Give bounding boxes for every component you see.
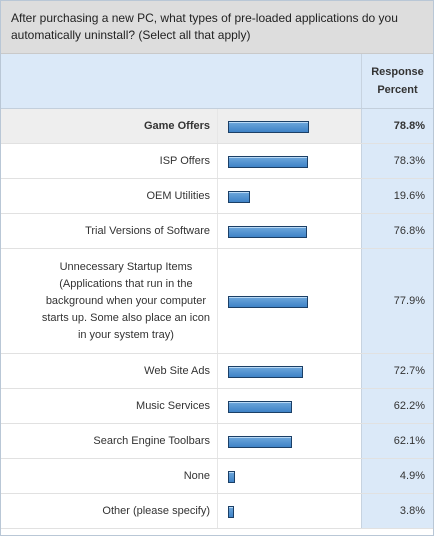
category-label-line: OEM Utilities bbox=[146, 189, 210, 202]
bar-cell bbox=[217, 354, 361, 388]
bar bbox=[228, 121, 309, 133]
bar bbox=[228, 191, 250, 203]
bar-cell bbox=[217, 179, 361, 213]
category-label-line: in your system tray) bbox=[77, 328, 174, 341]
response-percent-header: Response Percent bbox=[362, 54, 433, 108]
percent-value: 72.7% bbox=[361, 354, 433, 388]
bar-cell bbox=[217, 144, 361, 178]
percent-value: 78.3% bbox=[361, 144, 433, 178]
category-label: ISP Offers bbox=[1, 144, 217, 178]
bar bbox=[228, 506, 234, 518]
category-label-line: Trial Versions of Software bbox=[85, 224, 210, 237]
table-row: Music Services 62.2% bbox=[1, 389, 433, 424]
category-label: Unnecessary Startup Items (Applications t… bbox=[1, 249, 217, 353]
bar-cell bbox=[217, 109, 361, 143]
category-label-line: Unnecessary Startup Items bbox=[59, 260, 193, 273]
bar-cell bbox=[217, 214, 361, 248]
table-row: Trial Versions of Software 76.8% bbox=[1, 214, 433, 249]
category-label-line: Game Offers bbox=[143, 119, 210, 132]
bar-cell bbox=[217, 424, 361, 458]
percent-value: 19.6% bbox=[361, 179, 433, 213]
percent-value: 62.1% bbox=[361, 424, 433, 458]
bar bbox=[228, 401, 292, 413]
question-title: After purchasing a new PC, what types of… bbox=[1, 1, 433, 54]
percent-value: 78.8% bbox=[361, 109, 433, 143]
category-label: Search Engine Toolbars bbox=[1, 424, 217, 458]
category-label: None bbox=[1, 459, 217, 493]
bar-cell bbox=[217, 249, 361, 353]
category-label-line: (Applications that run in the bbox=[59, 277, 193, 290]
bar-cell bbox=[217, 494, 361, 528]
table-header: Response Percent bbox=[1, 54, 433, 109]
header-divider bbox=[361, 54, 362, 108]
response-percent-header-line1: Response bbox=[371, 66, 424, 78]
bar-cell bbox=[217, 389, 361, 423]
category-label: Web Site Ads bbox=[1, 354, 217, 388]
category-label: Other (please specify) bbox=[1, 494, 217, 528]
category-label-line: ISP Offers bbox=[159, 154, 210, 167]
table-row: OEM Utilities 19.6% bbox=[1, 179, 433, 214]
bar bbox=[228, 366, 303, 378]
percent-value: 62.2% bbox=[361, 389, 433, 423]
category-label-line: starts up. Some also place an icon bbox=[41, 311, 210, 324]
bar bbox=[228, 226, 307, 238]
category-label-line: Music Services bbox=[136, 399, 210, 412]
category-label-line: background when your computer bbox=[45, 294, 207, 307]
percent-value: 76.8% bbox=[361, 214, 433, 248]
table-row: Game Offers 78.8% bbox=[1, 109, 433, 144]
table-row: ISP Offers 78.3% bbox=[1, 144, 433, 179]
table-row: Web Site Ads 72.7% bbox=[1, 354, 433, 389]
category-label-line: Web Site Ads bbox=[144, 364, 210, 377]
response-percent-header-line2: Percent bbox=[377, 84, 418, 96]
category-label-line: Other (please specify) bbox=[102, 504, 210, 517]
percent-value: 4.9% bbox=[361, 459, 433, 493]
table-row: Other (please specify) 3.8% bbox=[1, 494, 433, 529]
bar bbox=[228, 156, 308, 168]
category-label: OEM Utilities bbox=[1, 179, 217, 213]
category-label-line: Search Engine Toolbars bbox=[93, 434, 210, 447]
bar bbox=[228, 471, 235, 483]
table-row: None 4.9% bbox=[1, 459, 433, 494]
table-row: Unnecessary Startup Items (Applications t… bbox=[1, 249, 433, 354]
bar bbox=[228, 436, 292, 448]
category-label-line: None bbox=[183, 469, 210, 482]
category-label: Game Offers bbox=[1, 109, 217, 143]
category-label: Music Services bbox=[1, 389, 217, 423]
percent-value: 3.8% bbox=[361, 494, 433, 528]
bar bbox=[228, 296, 308, 308]
percent-value: 77.9% bbox=[361, 249, 433, 353]
bar-cell bbox=[217, 459, 361, 493]
table-row: Search Engine Toolbars 62.1% bbox=[1, 424, 433, 459]
category-label: Trial Versions of Software bbox=[1, 214, 217, 248]
